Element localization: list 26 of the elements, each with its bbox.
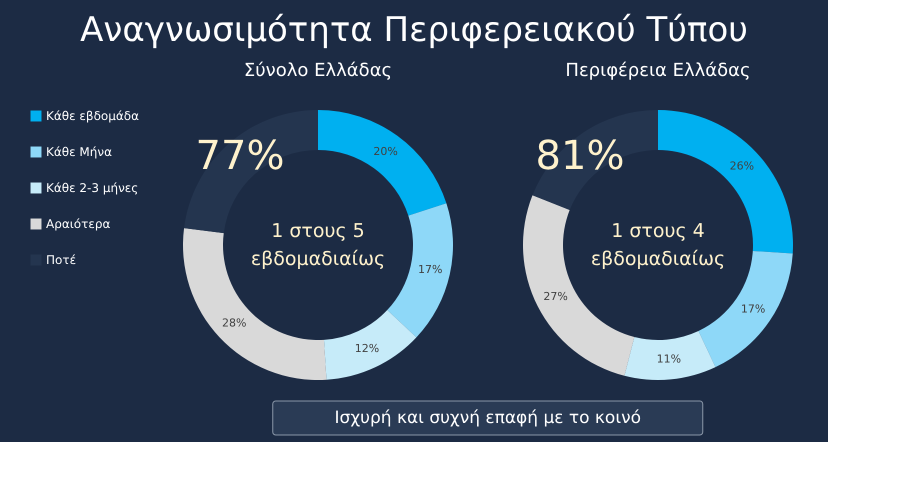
donut-slice bbox=[324, 310, 416, 380]
data-label: 26% bbox=[730, 159, 754, 172]
donut-slice bbox=[532, 110, 658, 210]
data-label: 11% bbox=[656, 352, 682, 366]
donut-slice bbox=[318, 110, 446, 216]
donut-slice bbox=[624, 330, 716, 380]
data-label: 17% bbox=[740, 302, 766, 316]
data-label: 20% bbox=[373, 144, 398, 158]
donut-slice bbox=[387, 203, 453, 338]
text: 1 στους 5 εβδομαδιαίως bbox=[250, 220, 386, 270]
data-label: 28% bbox=[222, 316, 246, 330]
chart-subtitle: Σύνολο Ελλάδας bbox=[244, 60, 392, 81]
chart-subtitle: Περιφέρεια Ελλάδας bbox=[565, 60, 751, 81]
data-label: 27% bbox=[543, 290, 568, 304]
text: Ισχυρή και συχνή επαφή με το κοινό bbox=[334, 408, 641, 428]
text: 81% bbox=[536, 133, 624, 179]
legend-label: Ποτέ bbox=[46, 253, 76, 267]
text: 1 στους 4 εβδομαδιαίως bbox=[590, 220, 726, 270]
data-label: 12% bbox=[354, 342, 380, 356]
legend-label: Κάθε 2-3 μήνες bbox=[46, 181, 138, 195]
legend-label: Κάθε Μήνα bbox=[46, 145, 112, 159]
text: 77% bbox=[196, 133, 284, 179]
legend-label: Αραιότερα bbox=[46, 217, 110, 231]
data-label: 17% bbox=[418, 263, 442, 276]
chart-title: Αναγνωσιμότητα Περιφερειακού Τύπου bbox=[80, 10, 748, 50]
legend-label: Κάθε εβδομάδα bbox=[46, 109, 140, 123]
